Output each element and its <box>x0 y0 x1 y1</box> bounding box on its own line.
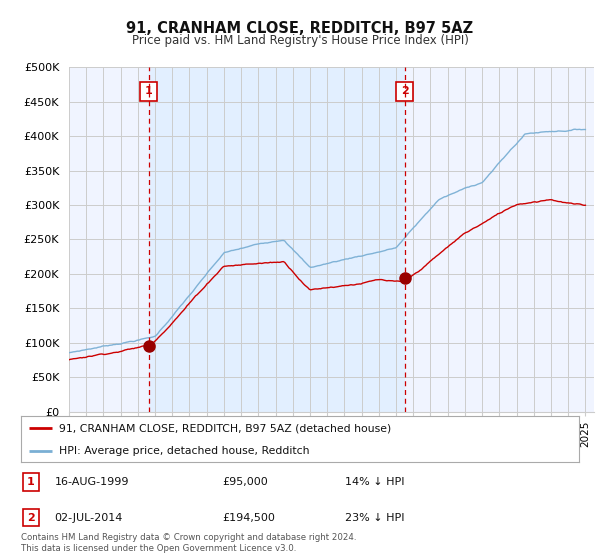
Text: 2: 2 <box>401 86 409 96</box>
Text: Price paid vs. HM Land Registry's House Price Index (HPI): Price paid vs. HM Land Registry's House … <box>131 34 469 46</box>
Text: £95,000: £95,000 <box>222 477 268 487</box>
Text: Contains HM Land Registry data © Crown copyright and database right 2024.
This d: Contains HM Land Registry data © Crown c… <box>21 533 356 553</box>
Text: HPI: Average price, detached house, Redditch: HPI: Average price, detached house, Redd… <box>59 446 310 455</box>
Text: 23% ↓ HPI: 23% ↓ HPI <box>344 512 404 522</box>
Text: 16-AUG-1999: 16-AUG-1999 <box>55 477 129 487</box>
Text: 91, CRANHAM CLOSE, REDDITCH, B97 5AZ (detached house): 91, CRANHAM CLOSE, REDDITCH, B97 5AZ (de… <box>59 423 391 433</box>
Text: 1: 1 <box>145 86 152 96</box>
Text: 91, CRANHAM CLOSE, REDDITCH, B97 5AZ: 91, CRANHAM CLOSE, REDDITCH, B97 5AZ <box>127 21 473 36</box>
Text: 02-JUL-2014: 02-JUL-2014 <box>55 512 123 522</box>
Bar <box>149 67 404 412</box>
Text: 1: 1 <box>27 477 35 487</box>
Text: £194,500: £194,500 <box>222 512 275 522</box>
Text: 2: 2 <box>27 512 35 522</box>
Text: 14% ↓ HPI: 14% ↓ HPI <box>344 477 404 487</box>
